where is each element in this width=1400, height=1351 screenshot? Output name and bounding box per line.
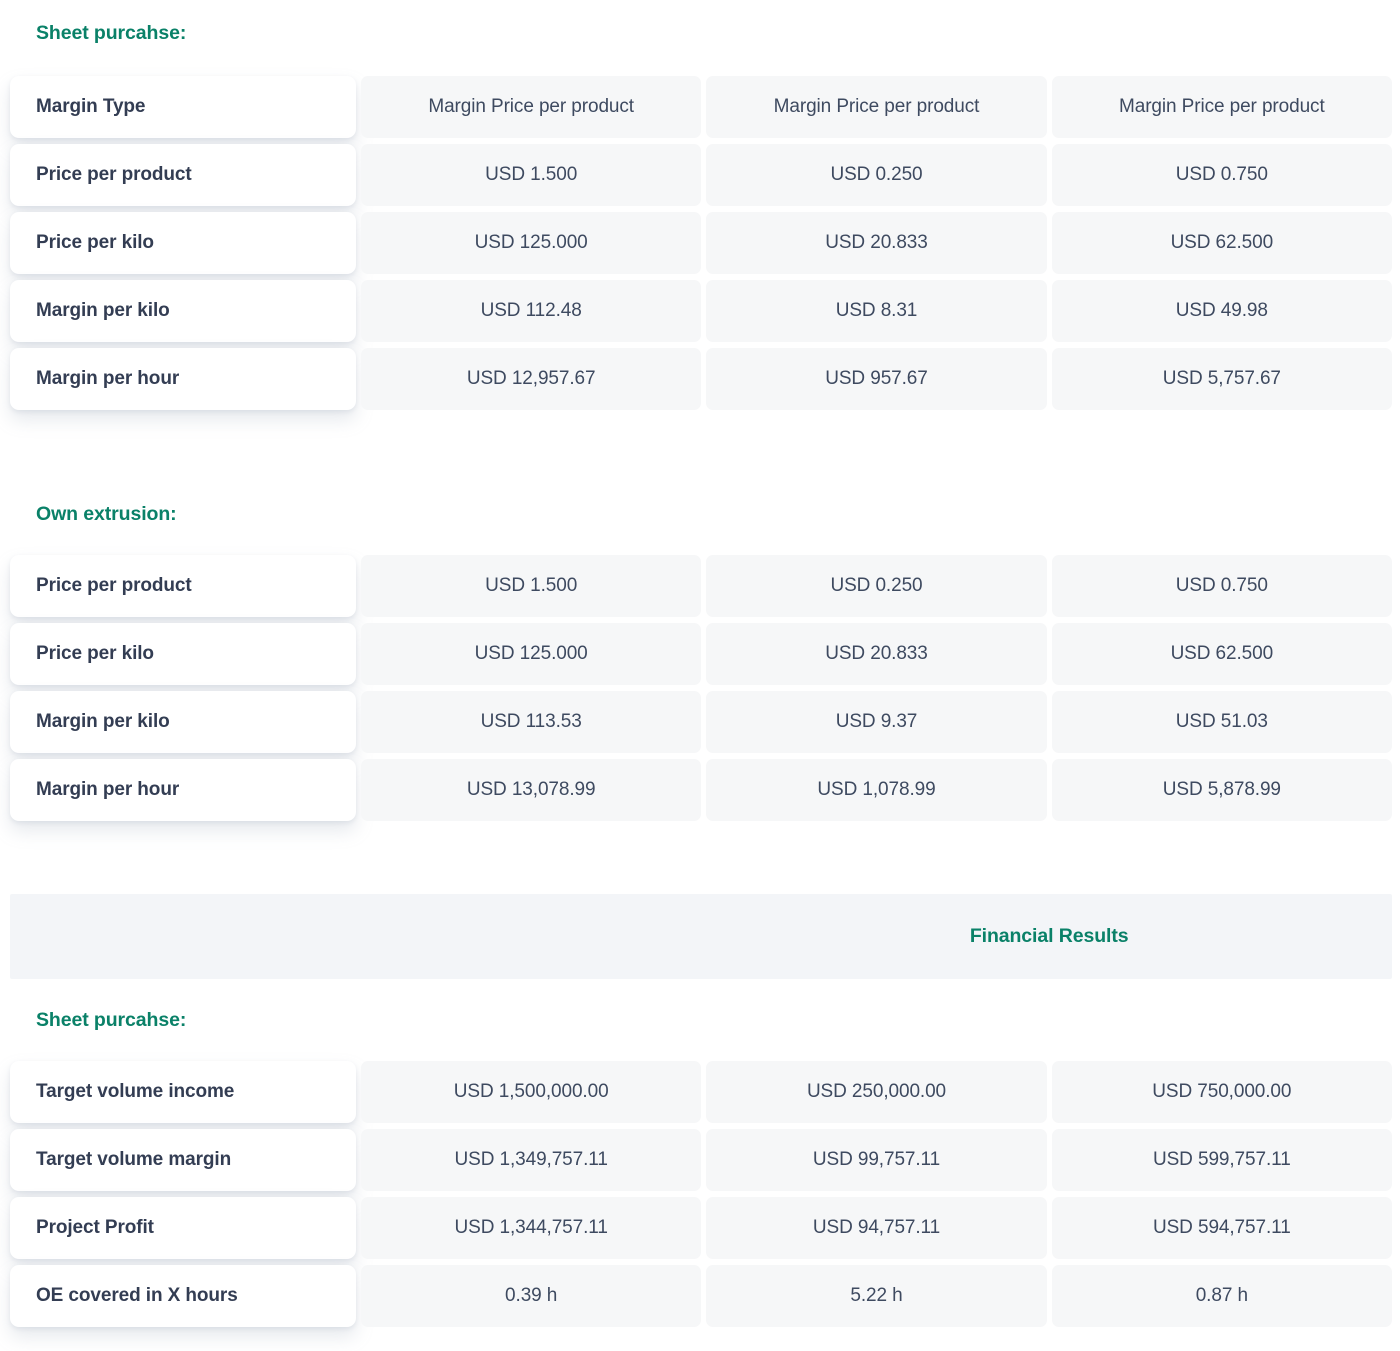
- value-cell: USD 594,757.11: [1051, 1197, 1392, 1259]
- value-cell: USD 250,000.00: [706, 1061, 1047, 1123]
- value-cell: 5.22 h: [706, 1265, 1047, 1327]
- value-cell: 0.87 h: [1051, 1265, 1392, 1327]
- value-cell: USD 5,757.67: [1051, 348, 1392, 410]
- section-heading-own-extrusion: Own extrusion:: [36, 503, 177, 525]
- value-cell: USD 0.250: [706, 144, 1047, 206]
- value-cell: USD 20.833: [706, 623, 1047, 685]
- value-cell: USD 12,957.67: [361, 348, 702, 410]
- value-cell: USD 750,000.00: [1051, 1061, 1392, 1123]
- row-label-margin-per-kilo: Margin per kilo: [10, 691, 356, 753]
- value-cell: USD 94,757.11: [706, 1197, 1047, 1259]
- row-label-target-volume-margin: Target volume margin: [10, 1129, 356, 1191]
- row-label-price-per-product: Price per product: [10, 555, 356, 617]
- value-cell: USD 9.37: [706, 691, 1047, 753]
- financial-results-table: Target volume income USD 1,500,000.00 US…: [10, 1061, 1392, 1327]
- value-cell: USD 957.67: [706, 348, 1047, 410]
- column-header-cell: Margin Price per product: [1051, 76, 1392, 138]
- financial-results-title: Financial Results: [969, 925, 1129, 947]
- value-cell: USD 1.500: [361, 555, 702, 617]
- value-cell: USD 113.53: [361, 691, 702, 753]
- value-cell: USD 125.000: [361, 212, 702, 274]
- row-label-margin-type: Margin Type: [10, 76, 356, 138]
- value-cell: 0.39 h: [361, 1265, 702, 1327]
- section-heading-sheet-purchase-results: Sheet purcahse:: [36, 1009, 187, 1031]
- value-cell: USD 1,349,757.11: [361, 1129, 702, 1191]
- value-cell: USD 49.98: [1051, 280, 1392, 342]
- value-cell: USD 0.750: [1051, 555, 1392, 617]
- row-label-price-per-kilo: Price per kilo: [10, 623, 356, 685]
- value-cell: USD 1.500: [361, 144, 702, 206]
- row-label-oe-covered-hours: OE covered in X hours: [10, 1265, 356, 1327]
- value-cell: USD 125.000: [361, 623, 702, 685]
- own-extrusion-table: Price per product USD 1.500 USD 0.250 US…: [10, 555, 1392, 821]
- row-label-price-per-product: Price per product: [10, 144, 356, 206]
- value-cell: USD 1,078.99: [706, 759, 1047, 821]
- value-cell: USD 5,878.99: [1051, 759, 1392, 821]
- row-label-target-volume-income: Target volume income: [10, 1061, 356, 1123]
- value-cell: USD 62.500: [1051, 623, 1392, 685]
- pricing-results-page: Sheet purcahse: Margin Type Margin Price…: [0, 21, 1400, 1327]
- row-label-price-per-kilo: Price per kilo: [10, 212, 356, 274]
- financial-results-band: Financial Results: [10, 894, 1392, 979]
- value-cell: USD 51.03: [1051, 691, 1392, 753]
- column-header-cell: Margin Price per product: [361, 76, 702, 138]
- sheet-purchase-table: Margin Type Margin Price per product Mar…: [10, 76, 1392, 410]
- row-label-project-profit: Project Profit: [10, 1197, 356, 1259]
- section-heading-sheet-purchase: Sheet purcahse:: [36, 22, 187, 44]
- value-cell: USD 0.250: [706, 555, 1047, 617]
- value-cell: USD 112.48: [361, 280, 702, 342]
- row-label-margin-per-kilo: Margin per kilo: [10, 280, 356, 342]
- value-cell: USD 1,344,757.11: [361, 1197, 702, 1259]
- row-label-margin-per-hour: Margin per hour: [10, 348, 356, 410]
- column-header-cell: Margin Price per product: [706, 76, 1047, 138]
- row-label-margin-per-hour: Margin per hour: [10, 759, 356, 821]
- value-cell: USD 0.750: [1051, 144, 1392, 206]
- value-cell: USD 62.500: [1051, 212, 1392, 274]
- value-cell: USD 99,757.11: [706, 1129, 1047, 1191]
- value-cell: USD 8.31: [706, 280, 1047, 342]
- value-cell: USD 1,500,000.00: [361, 1061, 702, 1123]
- value-cell: USD 13,078.99: [361, 759, 702, 821]
- value-cell: USD 599,757.11: [1051, 1129, 1392, 1191]
- value-cell: USD 20.833: [706, 212, 1047, 274]
